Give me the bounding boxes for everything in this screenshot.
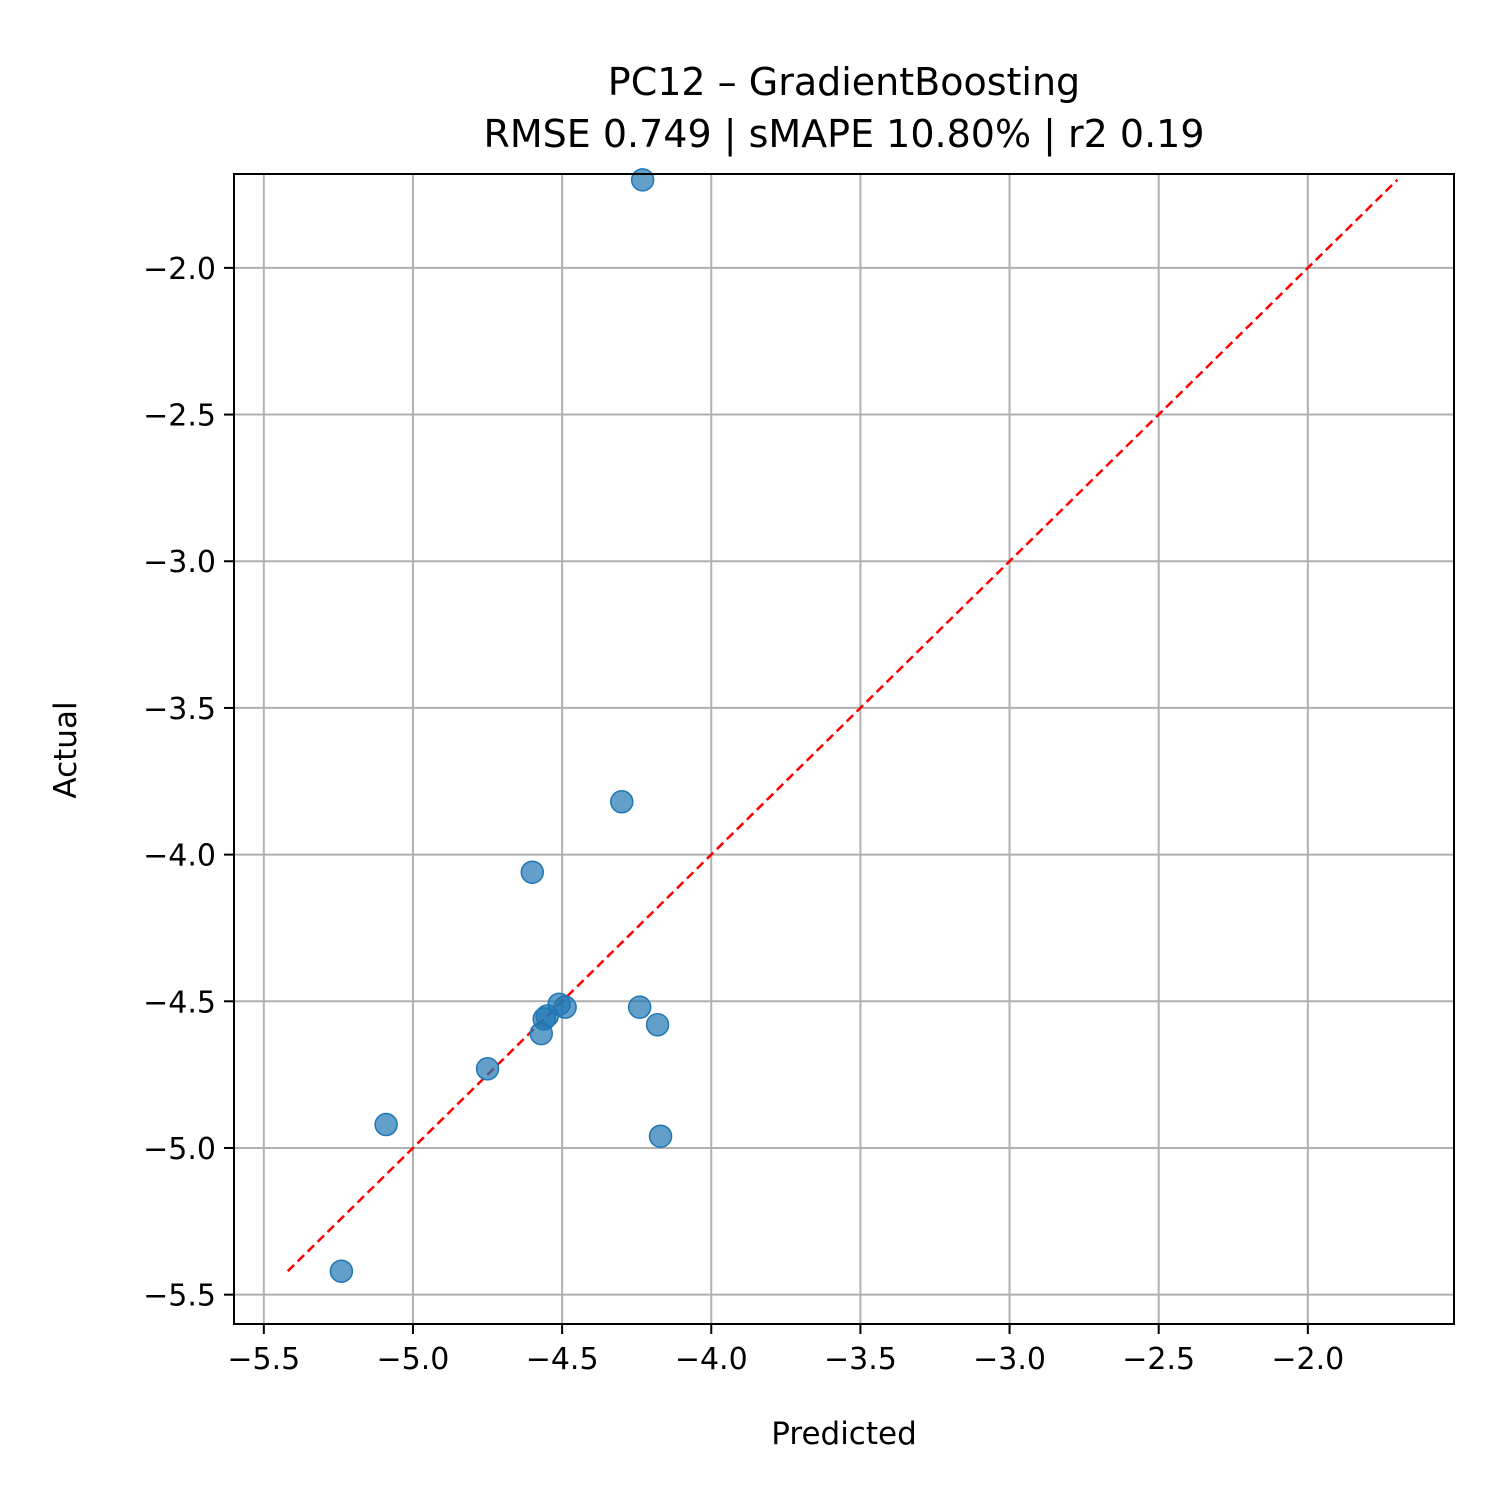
scatter-point (627, 995, 652, 1019)
y-axis-label: Actual (48, 701, 84, 798)
x-tick-label: −2.5 (1122, 1342, 1195, 1377)
y-axis-ticks: −5.5 −5.0 −4.5 −4.0 −3.5 −3.0 −2.5 −2.0 (143, 252, 234, 1314)
y-tick-label: −3.0 (143, 545, 216, 580)
x-tick-label: −5.0 (377, 1342, 450, 1377)
y-tick-label: −2.5 (143, 399, 216, 434)
scatter-point (374, 1112, 398, 1137)
scatter-point (529, 1021, 553, 1046)
scatter-point (329, 1259, 354, 1283)
reference-line-group (286, 178, 1399, 1273)
scatter-point (648, 1124, 673, 1148)
y-tick-label: −4.5 (143, 985, 216, 1020)
chart-subtitle: RMSE 0.749 | sMAPE 10.80% | r2 0.19 (483, 112, 1204, 157)
x-tick-label: −4.5 (526, 1342, 599, 1377)
y-tick-label: −5.0 (143, 1132, 216, 1167)
x-tick-label: −2.0 (1271, 1342, 1344, 1377)
y-tick-label: −5.5 (143, 1279, 216, 1314)
scatter-point (630, 168, 655, 192)
scatter-point (475, 1057, 500, 1081)
x-tick-label: −5.5 (227, 1342, 300, 1377)
scatter-point (645, 1013, 670, 1037)
x-axis-ticks: −5.5 −5.0 −4.5 −4.0 −3.5 −3.0 −2.5 −2.0 (227, 1324, 1344, 1377)
reference-line (286, 178, 1399, 1273)
scatter-point (520, 860, 545, 884)
scatter-point (610, 790, 634, 814)
x-tick-label: −3.5 (824, 1342, 897, 1377)
y-tick-label: −4.0 (143, 839, 216, 874)
x-tick-label: −4.0 (675, 1342, 748, 1377)
y-tick-label: −3.5 (143, 692, 216, 727)
chart-title: PC12 – GradientBoosting (608, 60, 1080, 104)
x-axis-label: Predicted (771, 1416, 917, 1452)
plot-frame (233, 173, 1455, 1325)
y-tick-label: −2.0 (143, 252, 216, 287)
grid-lines (234, 174, 1454, 1324)
x-tick-label: −3.0 (973, 1342, 1046, 1377)
